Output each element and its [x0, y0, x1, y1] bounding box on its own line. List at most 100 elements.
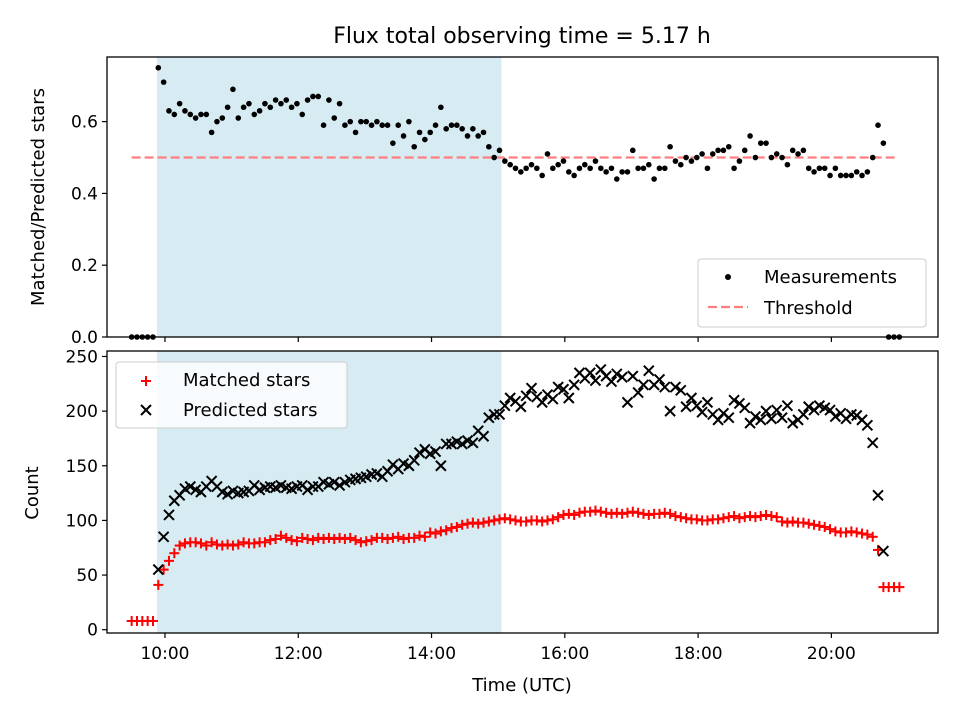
measurement-point	[534, 165, 540, 172]
measurement-point	[677, 161, 684, 168]
matched-stars-point	[489, 515, 500, 526]
matched-stars-point	[537, 516, 548, 527]
measurement-point	[518, 169, 524, 175]
matched-stars-point	[606, 508, 617, 519]
measurement-point	[587, 165, 593, 172]
predicted-stars-point	[163, 509, 175, 521]
measurement-point	[816, 165, 823, 172]
measurement-point	[470, 125, 476, 132]
count-y-axis-label: Count	[22, 466, 43, 519]
count-legend-frame	[115, 361, 348, 429]
matched-stars-point	[510, 515, 521, 526]
matched-stars-point	[723, 512, 734, 523]
matched-stars-point	[494, 514, 505, 525]
measurement-point	[523, 165, 529, 172]
measurement-point	[779, 154, 785, 161]
measurement-point	[262, 100, 268, 107]
matched-stars-point	[830, 526, 841, 537]
measurement-point	[757, 140, 764, 146]
measurement-point	[688, 158, 695, 164]
predicted-stars-point	[771, 404, 783, 416]
measurement-point	[491, 154, 497, 161]
matched-stars-point	[542, 515, 553, 526]
predicted-stars-point	[653, 373, 666, 386]
x-tick-label: 14:00	[407, 644, 456, 664]
measurement-point	[624, 169, 631, 175]
measurement-point	[720, 147, 727, 154]
legend-marker-predicted	[140, 404, 152, 416]
matched-stars-point	[201, 540, 212, 551]
measurement-point	[187, 111, 194, 118]
measurement-point	[203, 111, 210, 118]
measurement-point	[390, 140, 396, 146]
matched-stars-point	[238, 537, 249, 548]
matched-stars-point	[505, 514, 516, 525]
x-tick-label: 20:00	[807, 644, 856, 664]
predicted-stars-point	[675, 384, 687, 397]
y-tick-label: 0.6	[71, 113, 98, 133]
measurement-point	[166, 108, 172, 114]
matched-stars-point	[851, 527, 862, 538]
predicted-stars-point	[557, 383, 570, 395]
predicted-stars-point	[829, 410, 842, 423]
matched-stars-point	[745, 511, 756, 522]
matched-stars-point	[499, 513, 510, 524]
predicted-stars-point	[301, 484, 314, 496]
predicted-stars-point	[643, 364, 655, 377]
predicted-stars-point	[664, 405, 676, 417]
measurement-point	[869, 154, 876, 161]
matched-stars-point	[430, 528, 441, 539]
predicted-stars-point	[755, 414, 767, 426]
y-tick-label: 50	[76, 566, 98, 586]
predicted-stars-point	[739, 402, 751, 414]
measurement-point	[853, 169, 860, 175]
measurement-point	[800, 147, 807, 154]
ratio-y-axis-label: Matched/Predicted stars	[28, 88, 49, 306]
matched-stars-point	[158, 564, 169, 575]
matched-stars-point	[462, 518, 473, 529]
measurement-point	[283, 97, 290, 103]
matched-stars-point	[665, 508, 676, 519]
matched-stars-point	[179, 538, 190, 549]
matched-stars-point	[766, 511, 777, 522]
matched-stars-point	[819, 521, 830, 532]
matched-stars-point	[265, 535, 276, 546]
matched-stars-point	[654, 508, 665, 519]
predicted-stars-point	[184, 480, 197, 493]
matched-stars-point	[355, 537, 366, 548]
predicted-stars-point	[504, 392, 516, 404]
predicted-stars-point	[787, 417, 799, 429]
predicted-stars-point	[333, 479, 346, 492]
matched-stars-point	[387, 532, 398, 543]
matched-stars-point	[601, 507, 612, 518]
measurement-point	[448, 122, 455, 129]
measurement-point	[837, 172, 844, 179]
measurement-point	[400, 133, 407, 139]
matched-stars-point	[227, 540, 238, 551]
measurement-point	[294, 100, 300, 107]
measurement-point	[208, 129, 215, 136]
measurement-point	[347, 118, 354, 125]
measurement-point	[214, 118, 220, 125]
predicted-stars-point	[627, 370, 639, 382]
measurement-point	[342, 122, 348, 129]
x-axis-label: Time (UTC)	[471, 675, 572, 696]
measurement-point	[224, 104, 231, 111]
measurement-point	[374, 118, 380, 125]
measurement-point	[310, 93, 316, 100]
matched-stars-point	[286, 535, 297, 546]
predicted-stars-point	[621, 396, 634, 409]
measurement-point	[592, 158, 599, 164]
matched-stars-point	[361, 536, 372, 547]
measurement-point	[176, 100, 183, 107]
matched-stars-point	[681, 513, 692, 524]
measurement-point	[651, 176, 657, 182]
predicted-stars-point	[659, 381, 671, 393]
measurement-point	[443, 125, 449, 132]
matched-stars-point	[473, 518, 484, 529]
observing-window-shade	[156, 57, 502, 337]
ratio-legend: Measurements Threshold	[697, 258, 927, 328]
matched-stars-point	[259, 537, 270, 548]
matched-stars-point	[809, 519, 820, 530]
matched-stars-point	[174, 540, 185, 551]
